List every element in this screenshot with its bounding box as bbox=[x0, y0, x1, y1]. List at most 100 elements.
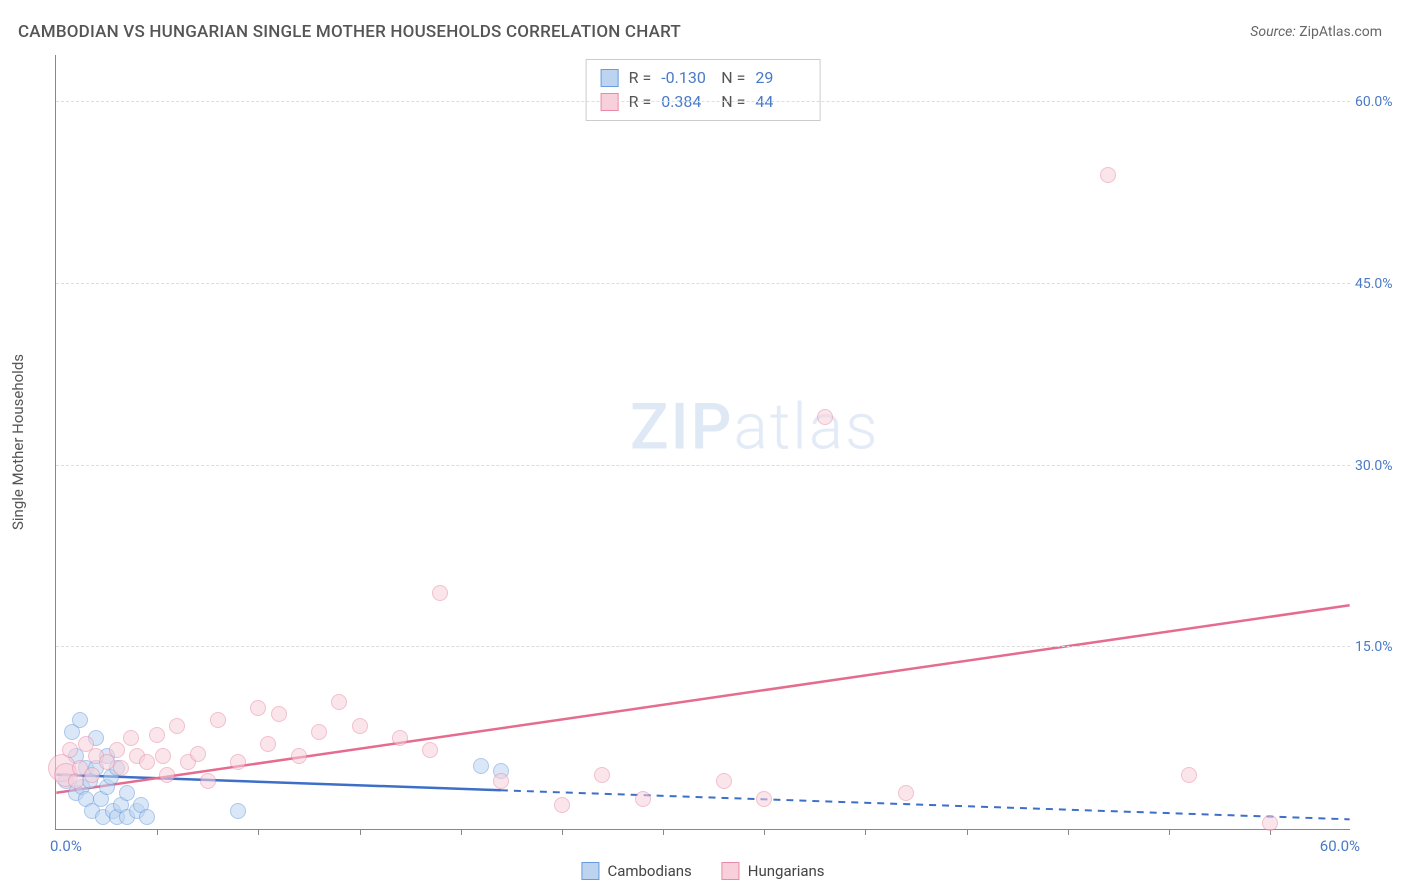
data-point bbox=[99, 754, 115, 770]
data-point bbox=[594, 767, 610, 783]
legend-swatch bbox=[722, 862, 740, 880]
data-point bbox=[392, 730, 408, 746]
data-point bbox=[133, 797, 149, 813]
data-point bbox=[99, 748, 115, 764]
data-point bbox=[48, 754, 76, 782]
data-point bbox=[159, 767, 175, 783]
x-tick bbox=[1169, 829, 1170, 835]
data-point bbox=[422, 742, 438, 758]
data-point bbox=[129, 803, 145, 819]
source-credit: Source: ZipAtlas.com bbox=[1250, 24, 1382, 40]
stat-n-value: 44 bbox=[755, 90, 805, 114]
data-point bbox=[554, 797, 570, 813]
legend-label: Hungarians bbox=[748, 862, 825, 880]
x-tick bbox=[157, 829, 158, 835]
stat-r-label: R = bbox=[629, 66, 652, 90]
chart-title: CAMBODIAN VS HUNGARIAN SINGLE MOTHER HOU… bbox=[18, 22, 681, 42]
data-point bbox=[78, 791, 94, 807]
data-point bbox=[756, 791, 772, 807]
data-point bbox=[88, 748, 104, 764]
x-tick bbox=[1068, 829, 1069, 835]
data-point bbox=[84, 767, 100, 783]
series-swatch bbox=[601, 93, 619, 111]
data-point bbox=[72, 712, 88, 728]
data-point bbox=[64, 724, 80, 740]
data-point bbox=[58, 773, 74, 789]
stats-row: R = -0.130 N = 29 bbox=[601, 66, 806, 90]
data-point bbox=[493, 763, 509, 779]
legend-item: Cambodians bbox=[581, 862, 691, 880]
data-point bbox=[68, 748, 84, 764]
source-value: ZipAtlas.com bbox=[1299, 24, 1382, 40]
data-point bbox=[169, 718, 185, 734]
x-tick bbox=[258, 829, 259, 835]
data-point bbox=[432, 585, 448, 601]
series-swatch bbox=[601, 69, 619, 87]
data-point bbox=[88, 730, 104, 746]
data-point bbox=[311, 724, 327, 740]
data-point bbox=[72, 760, 88, 776]
legend-label: Cambodians bbox=[607, 862, 691, 880]
gridline bbox=[56, 646, 1350, 647]
data-point bbox=[200, 773, 216, 789]
y-axis-label: Single Mother Households bbox=[9, 354, 27, 530]
stat-n-value: 29 bbox=[755, 66, 805, 90]
trend-line-ext bbox=[501, 790, 1350, 819]
data-point bbox=[68, 785, 84, 801]
data-point bbox=[139, 754, 155, 770]
legend-item: Hungarians bbox=[722, 862, 825, 880]
data-point bbox=[68, 773, 84, 789]
y-tick-label: 15.0% bbox=[1355, 639, 1405, 655]
stat-n-label: N = bbox=[721, 90, 745, 114]
data-point bbox=[113, 797, 129, 813]
legend-swatch bbox=[581, 862, 599, 880]
x-origin-label: 0.0% bbox=[50, 837, 82, 855]
gridline bbox=[56, 283, 1350, 284]
y-tick-label: 30.0% bbox=[1355, 458, 1405, 474]
stat-r-value: -0.130 bbox=[661, 66, 711, 90]
gridline bbox=[56, 465, 1350, 466]
data-point bbox=[105, 803, 121, 819]
data-point bbox=[95, 809, 111, 825]
data-point bbox=[84, 803, 100, 819]
data-point bbox=[109, 760, 125, 776]
x-tick bbox=[562, 829, 563, 835]
data-point bbox=[1181, 767, 1197, 783]
data-point bbox=[898, 785, 914, 801]
data-point bbox=[113, 760, 129, 776]
trend-line bbox=[56, 775, 501, 791]
y-tick-label: 60.0% bbox=[1355, 94, 1405, 110]
data-point bbox=[103, 769, 119, 785]
plot-area: Single Mother Households ZIPatlas 0.0% 6… bbox=[55, 55, 1350, 830]
x-tick bbox=[663, 829, 664, 835]
data-point bbox=[119, 809, 135, 825]
x-tick bbox=[461, 829, 462, 835]
data-point bbox=[54, 763, 78, 787]
y-tick-label: 45.0% bbox=[1355, 276, 1405, 292]
x-tick bbox=[1270, 829, 1271, 835]
data-point bbox=[129, 748, 145, 764]
trend-svg bbox=[56, 55, 1350, 829]
stat-n-label: N = bbox=[721, 66, 745, 90]
data-point bbox=[250, 700, 266, 716]
data-point bbox=[78, 736, 94, 752]
stats-row: R =0.384N =44 bbox=[601, 90, 806, 114]
data-point bbox=[331, 694, 347, 710]
data-point bbox=[473, 758, 489, 774]
data-point bbox=[817, 409, 833, 425]
data-point bbox=[93, 791, 109, 807]
legend: Cambodians Hungarians bbox=[581, 862, 824, 880]
data-point bbox=[109, 809, 125, 825]
data-point bbox=[139, 809, 155, 825]
x-max-label: 60.0% bbox=[1320, 837, 1360, 855]
source-label: Source: bbox=[1250, 24, 1295, 40]
data-point bbox=[62, 742, 78, 758]
data-point bbox=[210, 712, 226, 728]
data-point bbox=[635, 791, 651, 807]
data-point bbox=[88, 760, 104, 776]
data-point bbox=[149, 727, 165, 743]
data-point bbox=[716, 773, 732, 789]
data-point bbox=[99, 779, 115, 795]
stat-r-label: R = bbox=[629, 90, 652, 114]
data-point bbox=[119, 785, 135, 801]
